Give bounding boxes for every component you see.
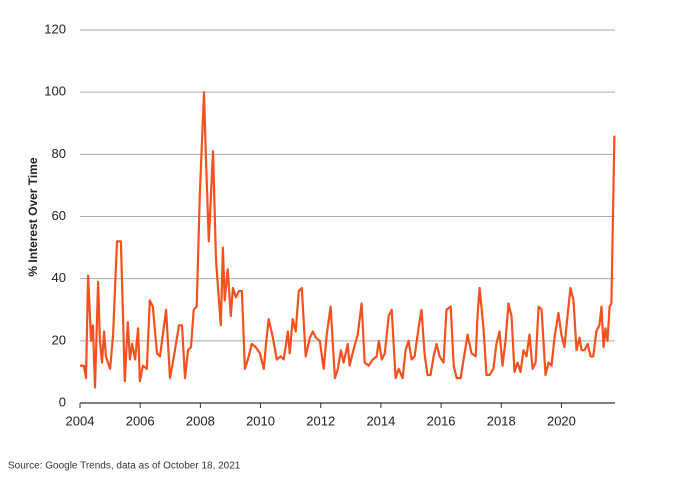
x-tick-label: 2008 (186, 413, 215, 428)
x-tick-label: 2014 (366, 413, 395, 428)
y-tick-label: 20 (52, 332, 66, 347)
y-tick-label: 40 (52, 270, 66, 285)
x-tick-label: 2010 (246, 413, 275, 428)
x-tick-label: 2012 (306, 413, 335, 428)
y-tick-label: 60 (52, 208, 66, 223)
x-tick-label: 2020 (547, 413, 576, 428)
y-tick-label: 0 (59, 394, 66, 409)
x-tick-label: 2018 (487, 413, 516, 428)
source-note: Source: Google Trends, data as of Octobe… (8, 461, 241, 472)
y-tick-label: 80 (52, 146, 66, 161)
x-tick-label: 2016 (427, 413, 456, 428)
x-tick-label: 2004 (66, 413, 95, 428)
y-tick-label: 100 (44, 84, 66, 99)
x-tick-label: 2006 (126, 413, 155, 428)
y-tick-label: 120 (44, 21, 66, 36)
y-axis-label: % Interest Over Time (26, 157, 40, 276)
line-series (80, 91, 616, 389)
